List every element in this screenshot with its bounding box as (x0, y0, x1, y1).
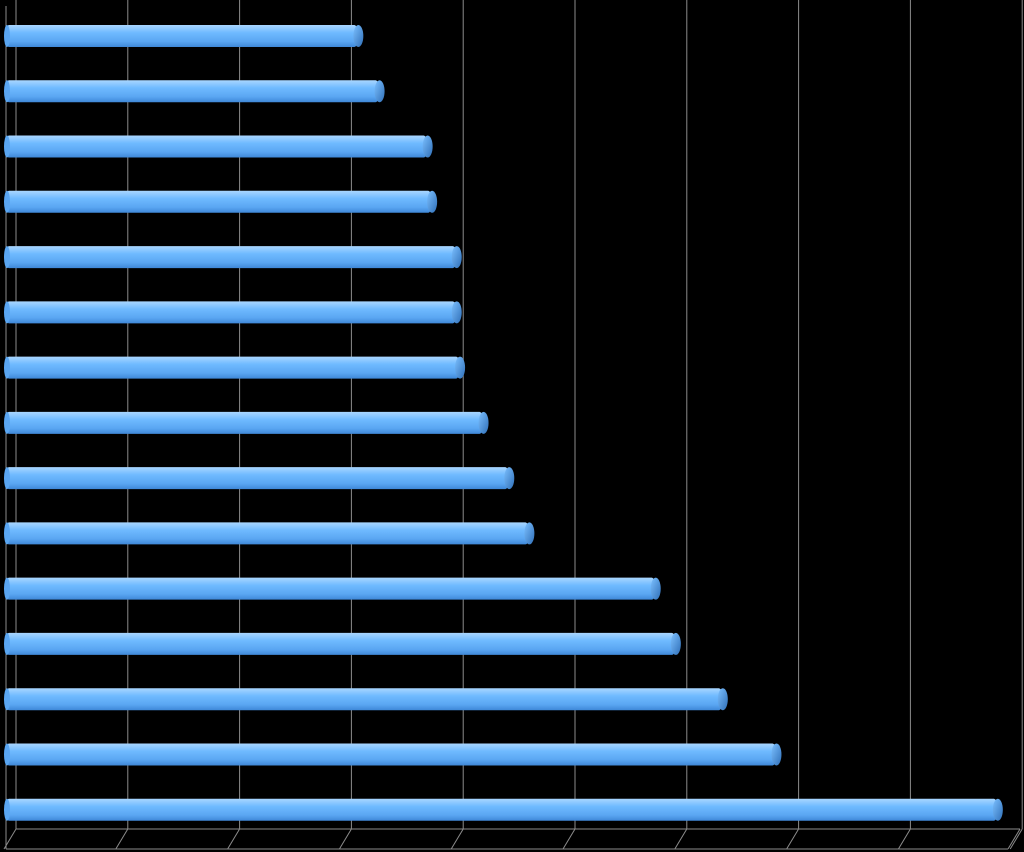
bar (4, 798, 1003, 821)
floor-tick (1009, 828, 1023, 850)
bar-body (5, 577, 656, 600)
bar-start (4, 301, 10, 324)
x-axis-end (1007, 828, 1021, 850)
bar-cap (670, 632, 681, 655)
bar-start (4, 246, 10, 269)
bar-body (5, 743, 777, 766)
floor-tick (786, 828, 800, 850)
bar-body (5, 522, 530, 545)
floor-tick (338, 828, 352, 850)
bar-body (5, 190, 433, 213)
bar-cap (451, 246, 462, 269)
bar (4, 743, 782, 766)
bar (4, 411, 489, 434)
bar-cap (451, 301, 462, 324)
bar (4, 25, 364, 47)
floor-tick (674, 828, 688, 850)
bar-body (5, 246, 457, 269)
bar-start (4, 688, 10, 711)
bar (4, 632, 681, 655)
bar-cap (478, 411, 489, 434)
floor-tick (562, 828, 576, 850)
bar-start (4, 467, 10, 490)
bar (4, 190, 438, 213)
bar-start (4, 798, 10, 821)
bar-cap (422, 135, 433, 158)
bar-start (4, 577, 10, 600)
bar-cap (427, 190, 438, 213)
bar-start (4, 411, 10, 434)
bar-start (4, 632, 10, 655)
bar (4, 688, 728, 711)
bar-cap (771, 743, 782, 766)
bar (4, 80, 385, 103)
bar (4, 356, 466, 379)
bar-start (4, 522, 10, 545)
floor-tick (897, 828, 911, 850)
bar (4, 577, 661, 600)
bar-cap (353, 25, 364, 47)
bar-cap (992, 798, 1003, 821)
bar-cap (524, 522, 535, 545)
bar (4, 522, 535, 545)
bar-body (5, 467, 510, 490)
bar-start (4, 25, 10, 47)
bar-start (4, 356, 10, 379)
floor-tick (115, 828, 129, 850)
bar-cap (650, 577, 661, 600)
bar (4, 246, 462, 269)
bar-start (4, 190, 10, 213)
bar-body (5, 798, 998, 821)
bars (4, 25, 1003, 821)
bar-body (5, 356, 461, 379)
bar-start (4, 135, 10, 158)
bar-body (5, 632, 676, 655)
bar-start (4, 80, 10, 103)
bar-cap (504, 467, 515, 490)
floor-tick (227, 828, 241, 850)
bar (4, 467, 515, 490)
bar-body (5, 301, 457, 324)
bar-start (4, 743, 10, 766)
bar-body (5, 135, 428, 158)
bar-body (5, 688, 723, 711)
floor-tick (450, 828, 464, 850)
bar-body (5, 25, 359, 47)
bar-cap (717, 688, 728, 711)
bar-body (5, 80, 380, 103)
bar-cap (374, 80, 385, 103)
bar (4, 135, 433, 158)
bar-body (5, 411, 484, 434)
bar-cap (455, 356, 466, 379)
bar (4, 301, 462, 324)
